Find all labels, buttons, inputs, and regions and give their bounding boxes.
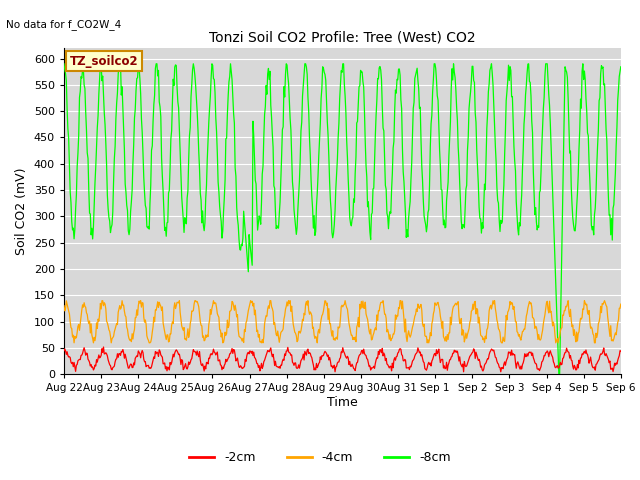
Text: TZ_soilco2: TZ_soilco2 (70, 55, 138, 68)
Legend: -2cm, -4cm, -8cm: -2cm, -4cm, -8cm (184, 446, 456, 469)
Y-axis label: Soil CO2 (mV): Soil CO2 (mV) (15, 168, 28, 255)
Text: No data for f_CO2W_4: No data for f_CO2W_4 (6, 19, 122, 30)
Title: Tonzi Soil CO2 Profile: Tree (West) CO2: Tonzi Soil CO2 Profile: Tree (West) CO2 (209, 30, 476, 44)
X-axis label: Time: Time (327, 396, 358, 409)
